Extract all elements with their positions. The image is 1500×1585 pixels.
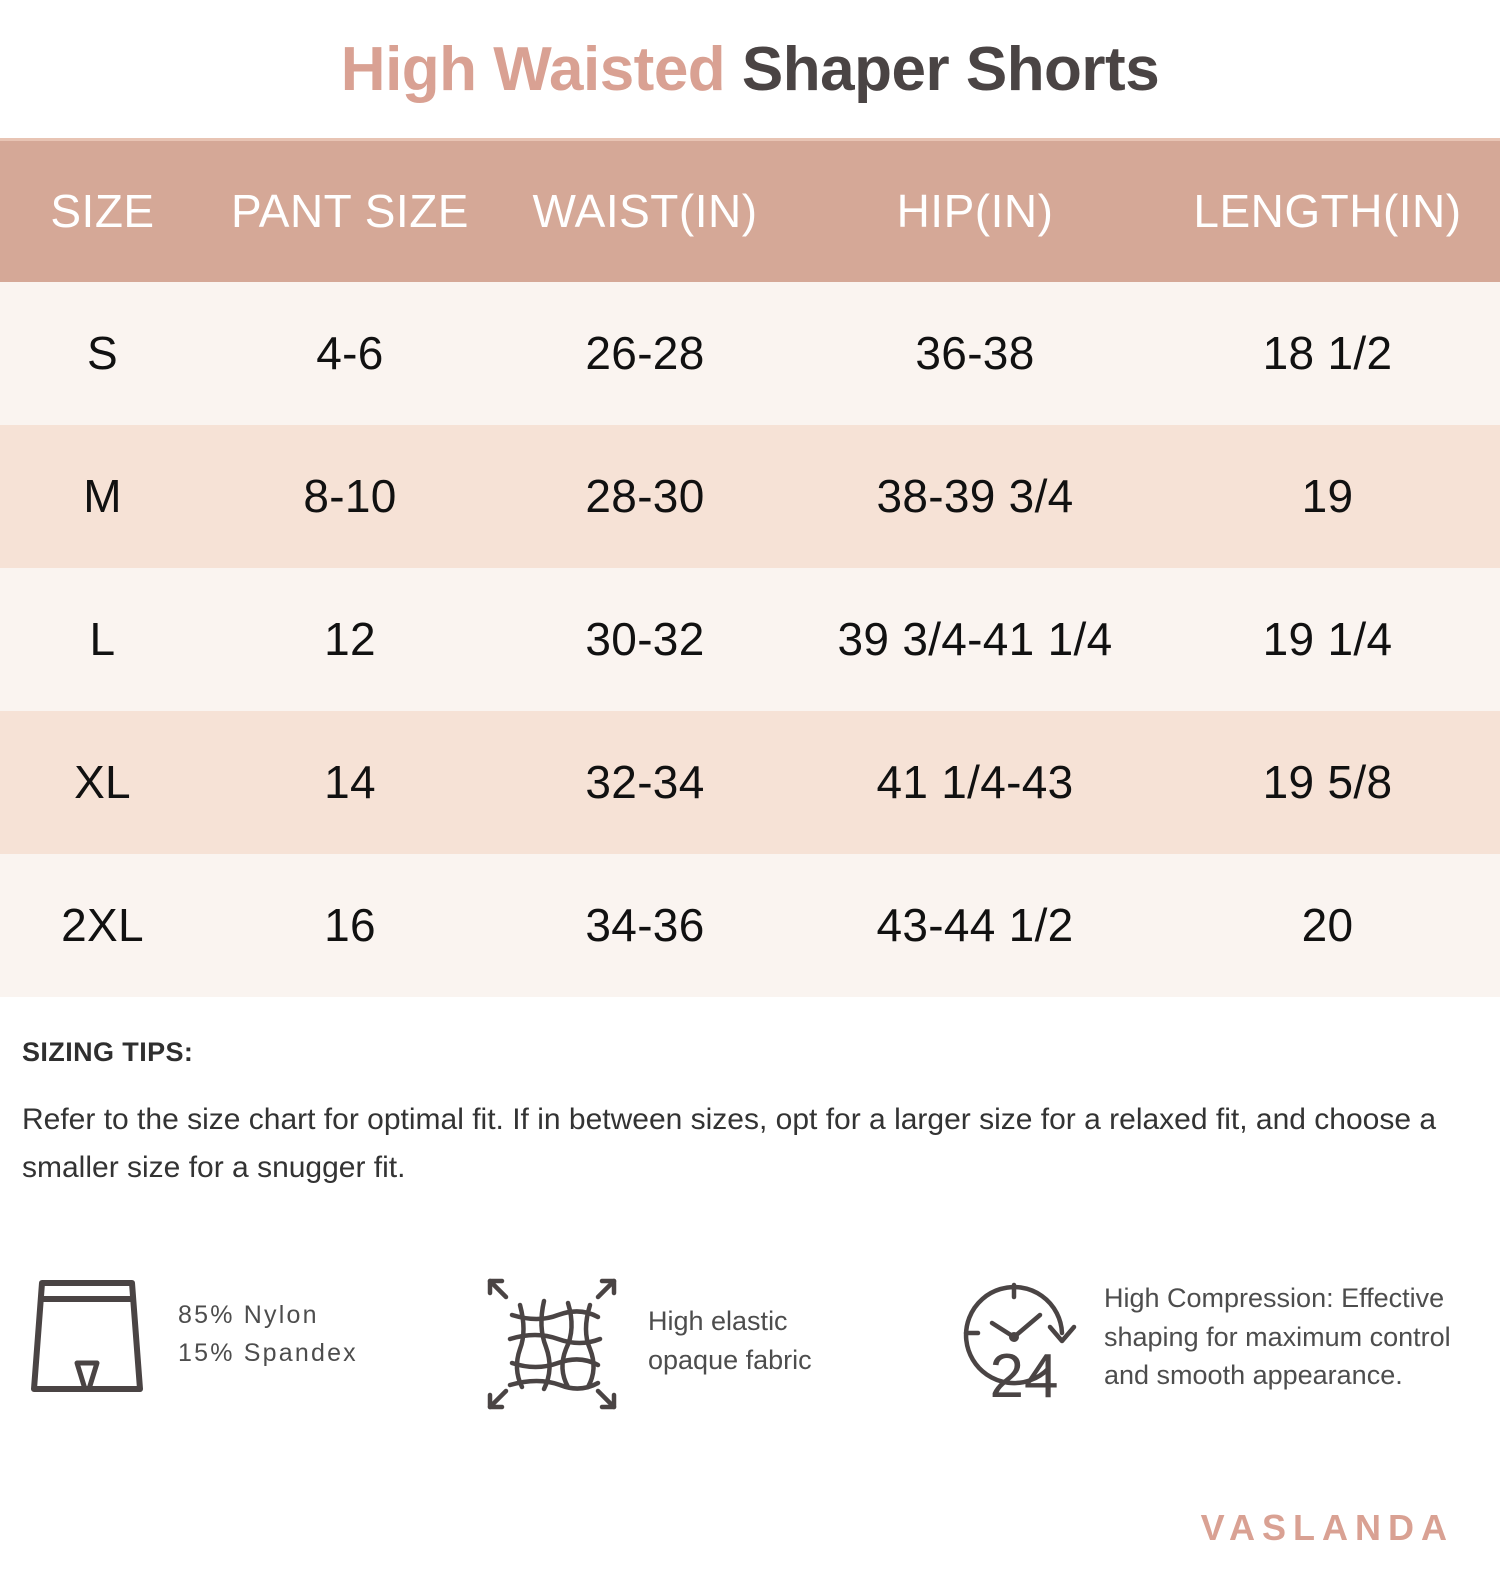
title-dark-text: Shaper Shorts xyxy=(741,34,1160,104)
clock-24-icon: 24 xyxy=(963,1282,1077,1403)
cell-length: 20 xyxy=(1301,899,1354,951)
cell-waist: 28-30 xyxy=(585,470,705,522)
elastic-line-1: High elastic xyxy=(648,1305,788,1336)
cell-length: 19 xyxy=(1301,470,1354,522)
fabric-line-1: 85% Nylon xyxy=(178,1301,319,1330)
size-chart-table: SIZE PANT SIZE WAIST(IN) HIP(IN) LENGTH(… xyxy=(0,138,1500,997)
cell-length: 18 1/2 xyxy=(1262,327,1393,379)
fabric-composition-text: 85% Nylon 15% Spandex xyxy=(178,1297,358,1372)
cell-length: 19 1/4 xyxy=(1262,613,1393,665)
cell-hip: 41 1/4-43 xyxy=(876,756,1074,808)
elastic-mesh-icon xyxy=(487,1278,617,1409)
cell-size: S xyxy=(87,327,118,379)
cell-waist: 34-36 xyxy=(585,899,705,951)
cell-pant-size: 12 xyxy=(324,613,376,665)
table-row: M 8-10 28-30 38-39 3/4 19 xyxy=(0,424,1500,568)
elastic-fabric-text: High elastic opaque fabric xyxy=(648,1302,812,1380)
features-row: 85% Nylon 15% Spandex xyxy=(0,1193,1500,1411)
fabric-line-2: 15% Spandex xyxy=(178,1338,358,1367)
table-header-row: SIZE PANT SIZE WAIST(IN) HIP(IN) LENGTH(… xyxy=(0,139,1500,282)
feature-high-compression: 24 High Compression: Effective shaping f… xyxy=(952,1271,1478,1403)
table-header: SIZE PANT SIZE WAIST(IN) HIP(IN) LENGTH(… xyxy=(0,139,1500,282)
shorts-icon xyxy=(31,1279,143,1392)
cell-size: L xyxy=(89,613,116,665)
cell-pant-size: 8-10 xyxy=(303,470,397,522)
sizing-tips-section: SIZING TIPS: Refer to the size chart for… xyxy=(0,997,1500,1193)
cell-size: XL xyxy=(74,756,131,808)
cell-hip: 36-38 xyxy=(915,327,1035,379)
cell-length: 19 5/8 xyxy=(1262,756,1393,808)
column-header-length: LENGTH(IN) xyxy=(1193,185,1462,238)
elastic-line-2: opaque fabric xyxy=(648,1344,812,1375)
table-body: S 4-6 26-28 36-38 18 1/2 M 8-10 28-30 38… xyxy=(0,281,1500,997)
feature-elastic-fabric: High elastic opaque fabric xyxy=(482,1271,952,1411)
cell-hip: 43-44 1/2 xyxy=(876,899,1074,951)
feature-fabric-composition: 85% Nylon 15% Spandex xyxy=(22,1271,482,1399)
cell-hip: 38-39 3/4 xyxy=(876,470,1074,522)
cell-pant-size: 4-6 xyxy=(316,327,384,379)
cell-pant-size: 14 xyxy=(324,756,376,808)
compression-line-1: High Compression: Effective xyxy=(1104,1283,1445,1314)
clock-badge-24: 24 xyxy=(990,1342,1059,1403)
brand-logo: VASLANDA xyxy=(1200,1507,1454,1548)
table-row: S 4-6 26-28 36-38 18 1/2 xyxy=(0,281,1500,425)
brand-row: VASLANDA xyxy=(1201,1507,1454,1549)
cell-waist: 26-28 xyxy=(585,327,705,379)
page-title: High Waisted Shaper Shorts xyxy=(340,34,1160,105)
title-accent-text: High Waisted xyxy=(340,34,726,104)
cell-size: 2XL xyxy=(61,899,144,951)
table-row: XL 14 32-34 41 1/4-43 19 5/8 xyxy=(0,710,1500,854)
column-header-hip: HIP(IN) xyxy=(896,185,1054,238)
high-compression-text: High Compression: Effective shaping for … xyxy=(1104,1279,1451,1394)
table-row: 2XL 16 34-36 43-44 1/2 20 xyxy=(0,853,1500,997)
cell-pant-size: 16 xyxy=(324,899,376,951)
sizing-tips-body: Refer to the size chart for optimal fit.… xyxy=(22,1102,1437,1185)
cell-size: M xyxy=(83,470,122,522)
sizing-tips-heading: SIZING TIPS: xyxy=(22,1036,194,1067)
column-header-size: SIZE xyxy=(50,185,155,238)
title-bar: High Waisted Shaper Shorts xyxy=(0,0,1500,138)
compression-line-2: shaping for maximum control xyxy=(1104,1321,1451,1352)
column-header-pant-size: PANT SIZE xyxy=(231,185,469,238)
cell-hip: 39 3/4-41 1/4 xyxy=(837,613,1113,665)
column-header-waist: WAIST(IN) xyxy=(532,185,758,238)
table-row: L 12 30-32 39 3/4-41 1/4 19 1/4 xyxy=(0,567,1500,711)
cell-waist: 32-34 xyxy=(585,756,705,808)
compression-line-3: and smooth appearance. xyxy=(1104,1359,1403,1390)
cell-waist: 30-32 xyxy=(585,613,705,665)
